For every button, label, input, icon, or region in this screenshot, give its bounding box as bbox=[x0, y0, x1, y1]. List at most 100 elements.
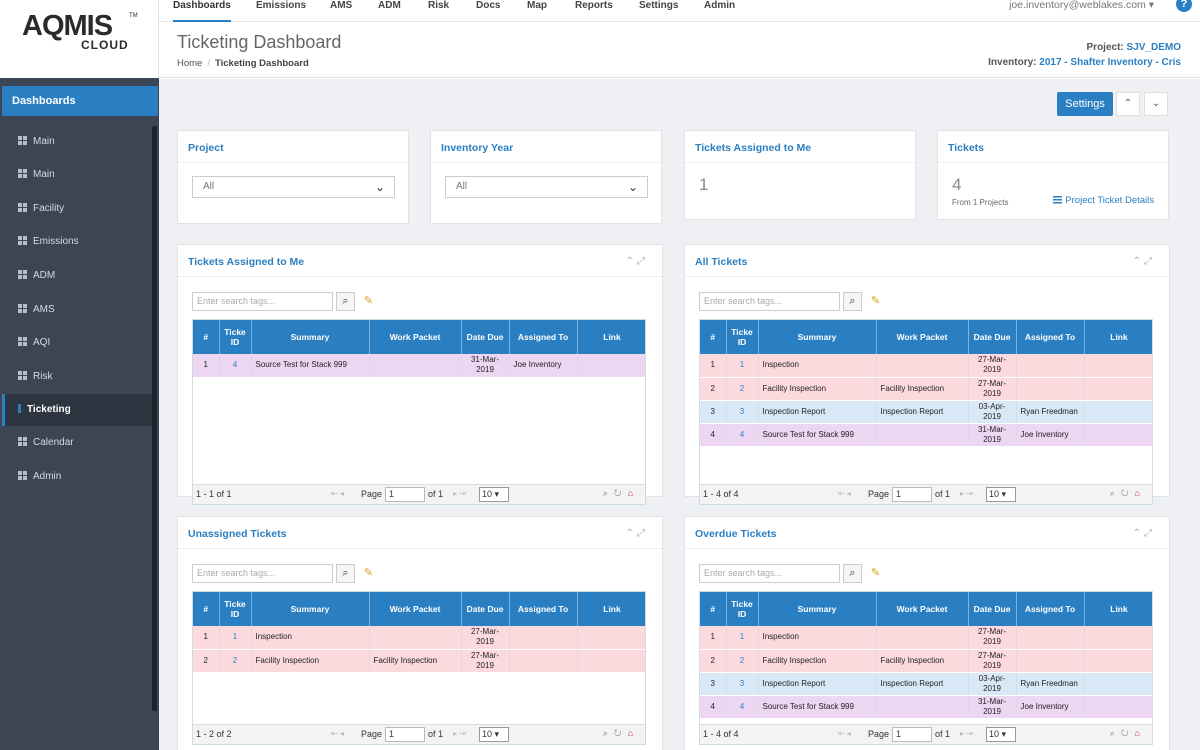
search-grid-icon[interactable]: ⌕ bbox=[602, 488, 614, 498]
sidebar-item-main[interactable]: Main bbox=[2, 126, 154, 158]
column-header[interactable]: Summary bbox=[758, 592, 877, 626]
column-header[interactable]: Ticke ID bbox=[726, 320, 759, 354]
nav-admin[interactable]: Admin bbox=[704, 0, 736, 11]
search-input[interactable]: Enter search tags... bbox=[699, 292, 840, 311]
column-header[interactable]: # bbox=[193, 592, 220, 626]
rows-per-page-select[interactable]: 10 ▾ bbox=[479, 727, 509, 742]
column-header[interactable]: Summary bbox=[251, 320, 370, 354]
ticket-id-link[interactable]: 2 bbox=[739, 383, 745, 393]
search-input[interactable]: Enter search tags... bbox=[192, 564, 333, 583]
sidebar-item-calendar[interactable]: Calendar bbox=[2, 427, 154, 459]
export-icon[interactable]: ⌂ bbox=[1134, 728, 1146, 738]
first-page-icon[interactable]: ⇤ ◂ bbox=[838, 489, 851, 498]
nav-adm[interactable]: ADM bbox=[378, 0, 401, 11]
column-header[interactable]: Summary bbox=[758, 320, 877, 354]
ticket-id-link[interactable]: 3 bbox=[739, 406, 745, 416]
column-header[interactable]: Assigned To bbox=[1016, 320, 1085, 354]
user-menu[interactable]: joe.inventory@weblakes.com ▾ bbox=[1009, 0, 1154, 11]
page-input[interactable]: 1 bbox=[892, 487, 932, 502]
column-header[interactable]: Ticke ID bbox=[726, 592, 759, 626]
nav-risk[interactable]: Risk bbox=[428, 0, 450, 11]
table-row[interactable]: 4 4 Source Test for Stack 999 31-Mar-201… bbox=[700, 423, 1152, 447]
ticket-id-link[interactable]: 4 bbox=[232, 360, 238, 370]
collapse-icon[interactable]: ⌃ bbox=[1132, 528, 1144, 539]
breadcrumb-home[interactable]: Home bbox=[177, 58, 203, 69]
table-row[interactable]: 3 3 Inspection Report Inspection Report … bbox=[700, 672, 1152, 696]
table-row[interactable]: 1 1 Inspection 27-Mar-2019 bbox=[193, 626, 645, 650]
first-page-icon[interactable]: ⇤ ◂ bbox=[838, 729, 851, 738]
sidebar-item-admin[interactable]: Admin bbox=[2, 461, 154, 493]
table-row[interactable]: 1 4 Source Test for Stack 999 31-Mar-201… bbox=[193, 354, 645, 378]
column-header[interactable]: Date Due bbox=[968, 320, 1017, 354]
column-header[interactable]: Work Packet bbox=[369, 320, 462, 354]
clear-broom-icon[interactable]: ✎ bbox=[359, 292, 378, 311]
search-grid-icon[interactable]: ⌕ bbox=[602, 728, 614, 738]
fullscreen-icon[interactable]: ⤢ bbox=[1144, 528, 1155, 539]
rows-per-page-select[interactable]: 10 ▾ bbox=[986, 487, 1016, 502]
column-header[interactable]: Work Packet bbox=[369, 592, 462, 626]
column-header[interactable]: Ticke ID bbox=[219, 320, 252, 354]
first-page-icon[interactable]: ⇤ ◂ bbox=[331, 489, 344, 498]
collapse-icon[interactable]: ⌃ bbox=[625, 528, 637, 539]
last-page-icon[interactable]: ▸ ⇥ bbox=[453, 729, 466, 738]
nav-docs[interactable]: Docs bbox=[476, 0, 501, 11]
column-header[interactable]: Date Due bbox=[461, 592, 510, 626]
clear-broom-icon[interactable]: ✎ bbox=[866, 564, 885, 583]
sidebar-item-aqi[interactable]: AQI bbox=[2, 327, 154, 359]
nav-ams[interactable]: AMS bbox=[330, 0, 353, 11]
table-row[interactable]: 1 1 Inspection 27-Mar-2019 bbox=[700, 626, 1152, 650]
search-grid-icon[interactable]: ⌕ bbox=[1109, 488, 1121, 498]
first-page-icon[interactable]: ⇤ ◂ bbox=[331, 729, 344, 738]
last-page-icon[interactable]: ▸ ⇥ bbox=[960, 729, 973, 738]
table-row[interactable]: 1 1 Inspection 27-Mar-2019 bbox=[700, 354, 1152, 378]
table-row[interactable]: 4 4 Source Test for Stack 999 31-Mar-201… bbox=[700, 695, 1152, 719]
column-header[interactable]: Work Packet bbox=[876, 320, 969, 354]
ticket-id-link[interactable]: 1 bbox=[739, 360, 745, 370]
ticket-id-link[interactable]: 3 bbox=[739, 678, 745, 688]
search-icon[interactable]: ⌕ bbox=[336, 292, 355, 311]
column-header[interactable]: Assigned To bbox=[509, 592, 578, 626]
ticket-id-link[interactable]: 1 bbox=[739, 632, 745, 642]
table-row[interactable]: 3 3 Inspection Report Inspection Report … bbox=[700, 400, 1152, 424]
search-icon[interactable]: ⌕ bbox=[843, 564, 862, 583]
expand-all-button[interactable]: ⌄ bbox=[1144, 92, 1168, 116]
fullscreen-icon[interactable]: ⤢ bbox=[637, 256, 648, 267]
sidebar-item-facility[interactable]: Facility bbox=[2, 193, 154, 225]
sidebar-item-risk[interactable]: Risk bbox=[2, 361, 154, 393]
ticket-id-link[interactable]: 4 bbox=[739, 429, 745, 439]
column-header[interactable]: Link bbox=[577, 320, 645, 354]
clear-broom-icon[interactable]: ✎ bbox=[866, 292, 885, 311]
nav-settings[interactable]: Settings bbox=[639, 0, 679, 11]
table-row[interactable]: 2 2 Facility Inspection Facility Inspect… bbox=[193, 649, 645, 673]
column-header[interactable]: Link bbox=[1084, 320, 1152, 354]
inventory-link[interactable]: 2017 - Shafter Inventory - Cris bbox=[1039, 57, 1181, 68]
column-header[interactable]: Date Due bbox=[461, 320, 510, 354]
project-select[interactable]: All ⌄ bbox=[192, 176, 395, 198]
nav-reports[interactable]: Reports bbox=[575, 0, 613, 11]
column-header[interactable]: Link bbox=[1084, 592, 1152, 626]
search-input[interactable]: Enter search tags... bbox=[699, 564, 840, 583]
column-header[interactable]: Assigned To bbox=[1016, 592, 1085, 626]
sidebar-item-ams[interactable]: AMS bbox=[2, 294, 154, 326]
search-input[interactable]: Enter search tags... bbox=[192, 292, 333, 311]
ticket-id-link[interactable]: 4 bbox=[739, 701, 745, 711]
last-page-icon[interactable]: ▸ ⇥ bbox=[960, 489, 973, 498]
sidebar-item-ticketing[interactable]: Ticketing bbox=[2, 394, 154, 426]
last-page-icon[interactable]: ▸ ⇥ bbox=[453, 489, 466, 498]
export-icon[interactable]: ⌂ bbox=[1134, 488, 1146, 498]
rows-per-page-select[interactable]: 10 ▾ bbox=[986, 727, 1016, 742]
page-input[interactable]: 1 bbox=[385, 727, 425, 742]
year-select[interactable]: All ⌄ bbox=[445, 176, 648, 198]
settings-button[interactable]: Settings bbox=[1057, 92, 1113, 116]
search-icon[interactable]: ⌕ bbox=[336, 564, 355, 583]
column-header[interactable]: # bbox=[700, 320, 727, 354]
column-header[interactable]: Link bbox=[577, 592, 645, 626]
nav-emissions[interactable]: Emissions bbox=[256, 0, 307, 11]
nav-map[interactable]: Map bbox=[527, 0, 547, 11]
collapse-all-button[interactable]: ⌃ bbox=[1116, 92, 1140, 116]
sidebar-item-adm[interactable]: ADM bbox=[2, 260, 154, 292]
sidebar-item-main-2[interactable]: Main bbox=[2, 159, 154, 191]
refresh-icon[interactable]: ↻ bbox=[613, 728, 628, 738]
collapse-icon[interactable]: ⌃ bbox=[625, 256, 637, 267]
export-icon[interactable]: ⌂ bbox=[627, 488, 639, 498]
